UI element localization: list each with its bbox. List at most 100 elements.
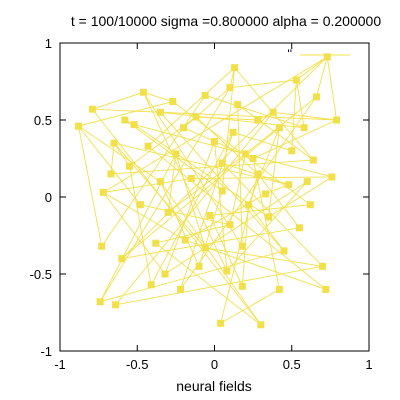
x-tick-label-1: -0.5 xyxy=(126,357,148,372)
data-point-54 xyxy=(172,150,180,158)
edge-91 xyxy=(102,192,166,275)
edge-68 xyxy=(143,92,228,272)
data-point-9 xyxy=(275,124,283,132)
edge-89 xyxy=(121,56,328,259)
x-tick-label-3: 0.5 xyxy=(283,357,301,372)
data-point-41 xyxy=(229,128,237,136)
data-point-47 xyxy=(312,93,320,101)
edge-75 xyxy=(155,224,231,244)
data-point-32 xyxy=(238,242,246,250)
data-point-18 xyxy=(292,76,300,84)
data-point-25 xyxy=(249,155,257,162)
data-point-49 xyxy=(223,267,231,275)
edge-10 xyxy=(229,79,297,89)
data-point-0 xyxy=(323,53,331,61)
edge-50 xyxy=(155,242,262,326)
y-tick-label-0: -1 xyxy=(40,344,52,359)
edge-87 xyxy=(180,96,317,290)
data-point-55 xyxy=(234,101,242,109)
edge-71 xyxy=(160,181,200,267)
y-tick-label-3: 0.5 xyxy=(34,113,52,128)
data-point-29 xyxy=(285,181,293,189)
edge-94 xyxy=(268,176,333,218)
edge-22 xyxy=(268,127,280,218)
data-point-31 xyxy=(257,321,265,329)
ticks-layer: -1 -0.5 0 0.5 1 -1 -0.5 0 0.5 1 xyxy=(30,36,373,372)
data-point-61 xyxy=(328,173,336,181)
x-tick-label-0: -1 xyxy=(54,357,66,372)
edge-93 xyxy=(296,56,328,81)
data-point-62 xyxy=(112,301,120,309)
data-point-69 xyxy=(303,178,311,186)
data-point-34 xyxy=(217,319,225,327)
edge-62 xyxy=(248,204,285,252)
legend-label: '' xyxy=(287,47,292,61)
data-point-10 xyxy=(192,113,200,121)
data-point-22 xyxy=(147,281,155,289)
data-point-8 xyxy=(169,98,177,106)
data-point-30 xyxy=(118,255,126,263)
data-point-52 xyxy=(195,262,203,270)
edge-88 xyxy=(226,181,308,272)
legend: '' xyxy=(287,47,350,61)
data-point-6 xyxy=(99,188,107,196)
data-point-4 xyxy=(126,162,134,170)
edge-80 xyxy=(134,124,333,178)
data-point-60 xyxy=(88,105,96,113)
edge-18 xyxy=(103,178,192,193)
edge-35 xyxy=(295,79,305,128)
data-point-20 xyxy=(211,138,218,146)
edge-48 xyxy=(265,184,289,195)
data-point-23 xyxy=(226,221,234,229)
edge-67 xyxy=(183,87,231,129)
edge-14 xyxy=(143,91,173,102)
edge-16 xyxy=(92,91,144,110)
data-point-24 xyxy=(96,298,104,306)
data-point-33 xyxy=(130,121,138,129)
edge-13 xyxy=(129,166,152,285)
data-point-3 xyxy=(226,84,234,92)
edge-59 xyxy=(209,215,243,287)
data-point-13 xyxy=(181,236,189,244)
data-point-59 xyxy=(218,159,226,167)
edge-74 xyxy=(237,104,314,161)
data-point-28 xyxy=(164,208,172,216)
data-point-44 xyxy=(107,170,115,178)
edge-27 xyxy=(167,153,246,213)
edge-45 xyxy=(147,145,327,290)
data-point-51 xyxy=(261,190,269,198)
data-point-65 xyxy=(288,147,296,155)
edges-layer xyxy=(78,56,338,326)
edge-33 xyxy=(209,204,311,216)
data-point-27 xyxy=(218,187,226,195)
edge-3 xyxy=(78,101,173,127)
edge-72 xyxy=(257,173,300,229)
nodes-layer xyxy=(75,53,341,329)
data-point-38 xyxy=(98,242,106,250)
edge-11 xyxy=(99,87,231,302)
edge-28 xyxy=(252,119,337,159)
data-point-5 xyxy=(139,88,147,96)
edge-4 xyxy=(78,125,161,182)
x-axis-label: neural fields xyxy=(176,378,252,394)
data-point-66 xyxy=(156,108,164,116)
edge-29 xyxy=(273,111,337,121)
data-point-7 xyxy=(231,64,239,72)
edge-37 xyxy=(205,247,323,267)
data-point-19 xyxy=(201,244,209,252)
edge-56 xyxy=(115,112,274,306)
edge-5 xyxy=(78,126,103,247)
y-tick-label-4: 1 xyxy=(45,36,52,51)
data-point-45 xyxy=(244,201,252,209)
data-point-53 xyxy=(295,224,303,232)
data-point-35 xyxy=(319,262,327,270)
chart-title: t = 100/10000 sigma =0.800000 alpha = 0.… xyxy=(71,13,381,29)
data-point-58 xyxy=(121,116,129,124)
data-point-11 xyxy=(241,150,249,158)
edge-42 xyxy=(140,204,231,226)
data-point-67 xyxy=(238,282,246,290)
edge-69 xyxy=(147,67,235,147)
data-point-48 xyxy=(180,124,188,132)
data-point-15 xyxy=(156,178,164,186)
